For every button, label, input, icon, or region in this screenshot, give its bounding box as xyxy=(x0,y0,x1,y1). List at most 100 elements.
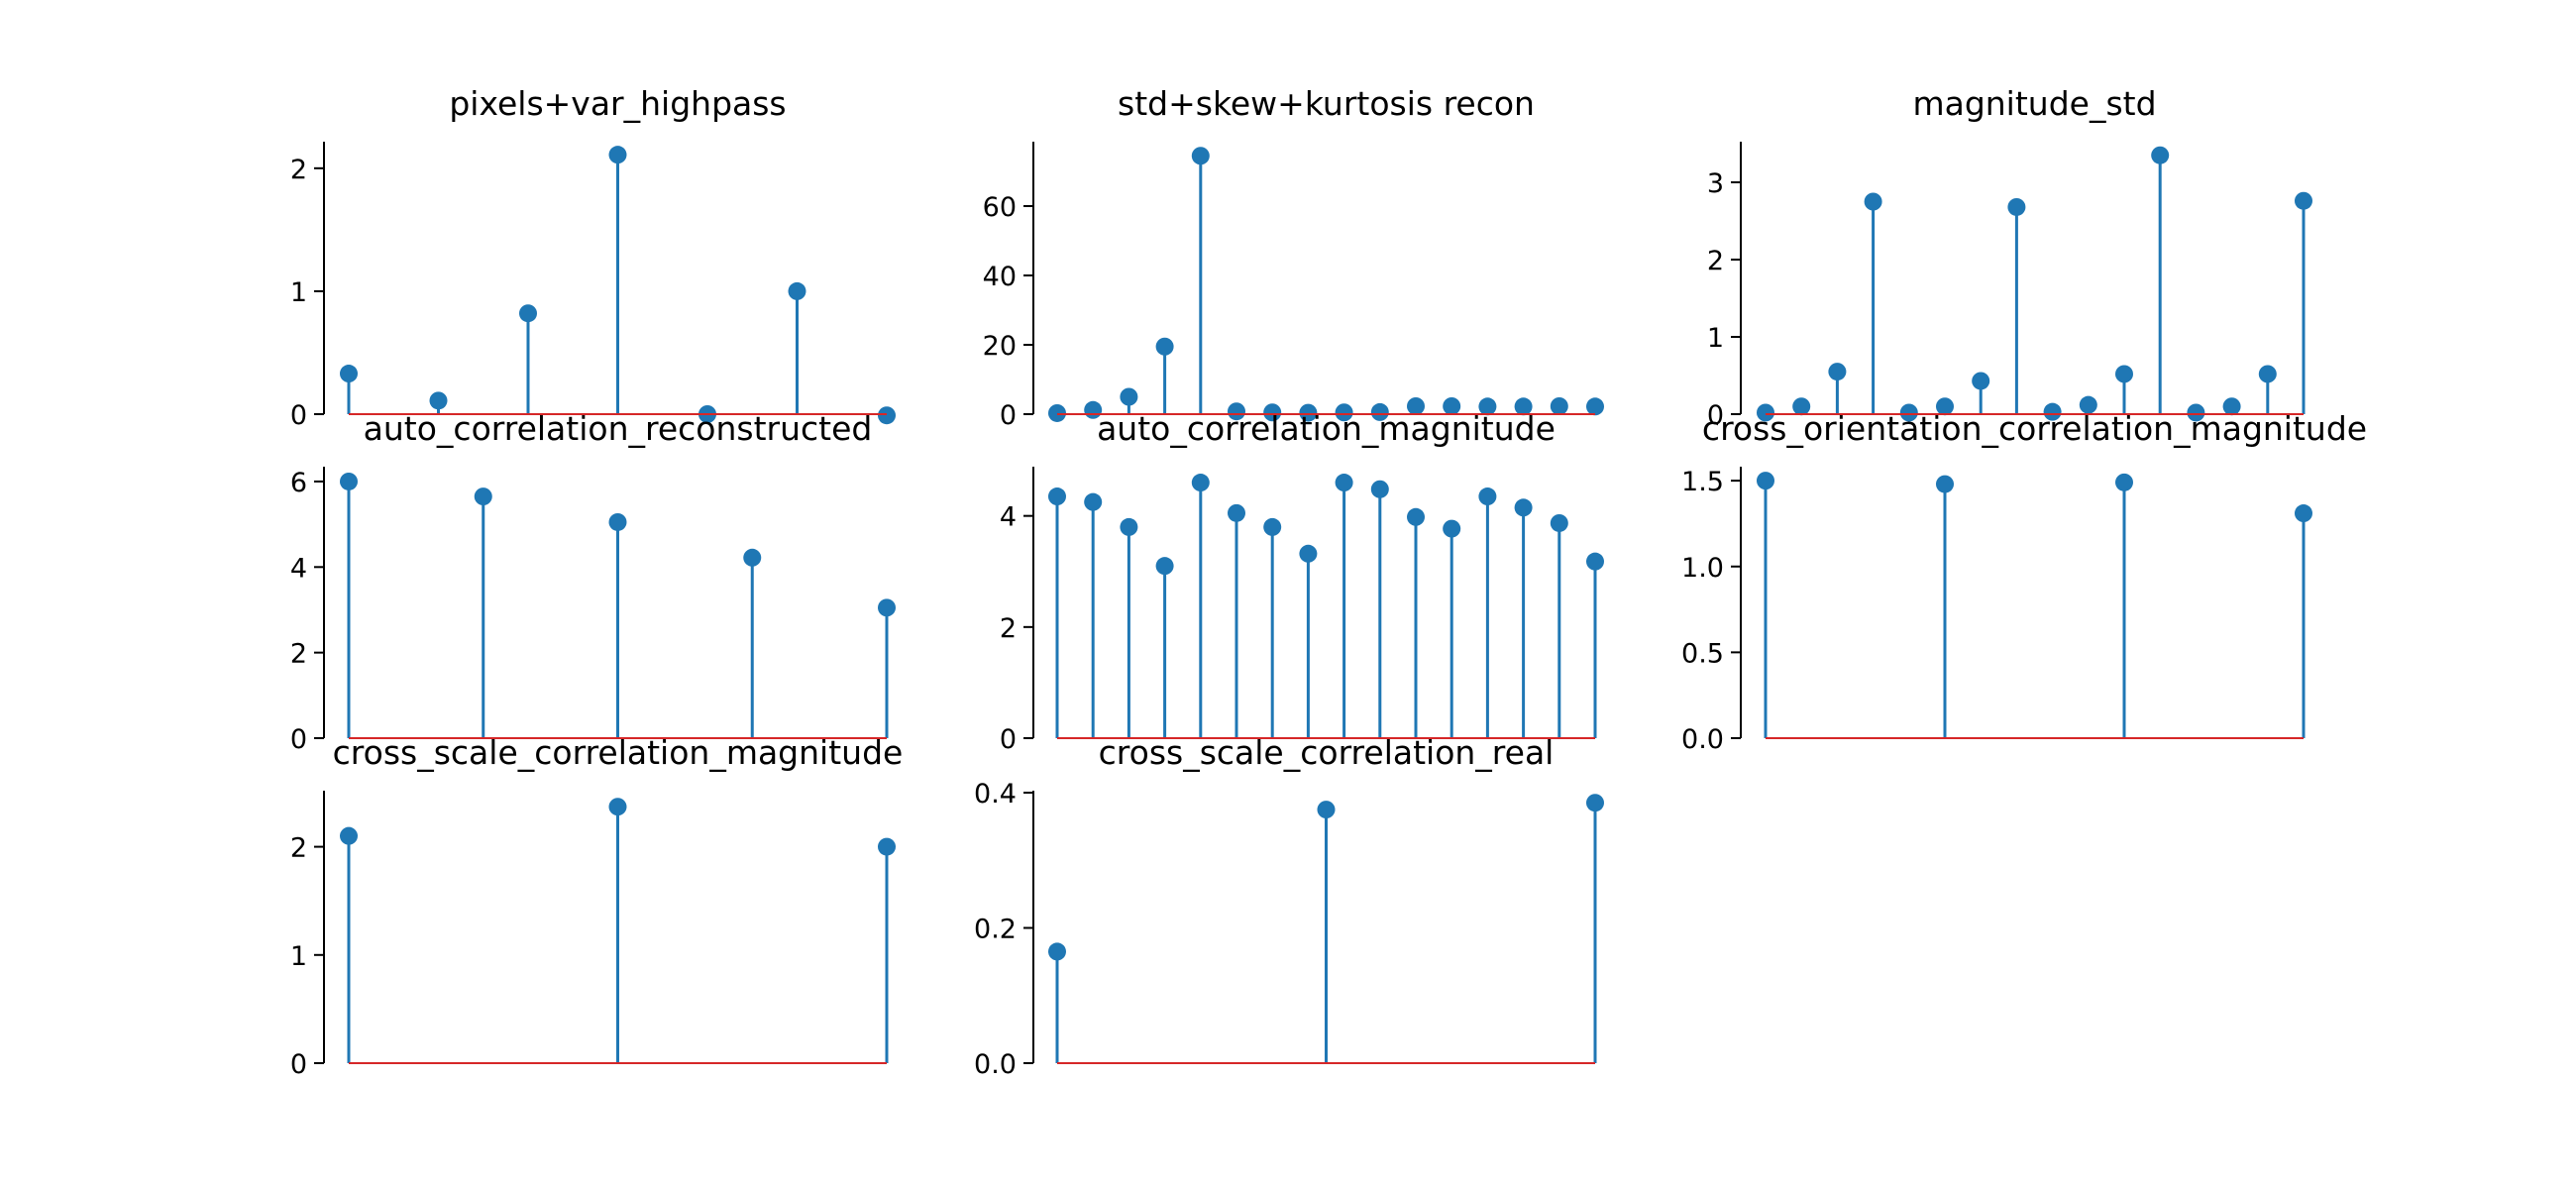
y-tick-label: 2 xyxy=(290,155,307,185)
stem-marker xyxy=(2187,403,2205,422)
stem-panel: cross_scale_correlation_real 0.0 0.2 0.4 xyxy=(974,733,1604,1080)
stem-marker xyxy=(1317,801,1336,819)
stem-marker xyxy=(608,512,627,531)
stem-marker xyxy=(1155,557,1174,576)
stem-marker xyxy=(340,826,358,845)
stem-marker xyxy=(1048,487,1066,506)
stem-panel: auto_correlation_magnitude 0 2 4 xyxy=(1000,409,1604,755)
stem-panel: magnitude_std 0 1 2 3 xyxy=(1707,84,2312,431)
stem-marker xyxy=(1757,472,1774,490)
stem-panel: cross_orientation_correlation_magnitude 0… xyxy=(1681,409,2367,755)
stem-marker xyxy=(878,598,896,617)
stem-marker xyxy=(1048,942,1066,961)
stem-marker xyxy=(743,548,762,567)
y-tick-label: 0 xyxy=(290,400,307,431)
stem-marker xyxy=(2295,191,2312,210)
stem-marker xyxy=(519,304,537,323)
stem-marker xyxy=(1864,192,1882,211)
stem-marker xyxy=(474,487,492,506)
panel-title: magnitude_std xyxy=(1912,84,2156,123)
stem-marker xyxy=(1335,474,1353,492)
stem-marker xyxy=(1586,552,1604,571)
stem-marker xyxy=(2079,395,2097,414)
stem-marker xyxy=(1407,396,1425,415)
y-tick-label: 40 xyxy=(983,262,1017,292)
stem-marker xyxy=(1228,402,1245,421)
stem-marker xyxy=(1191,474,1210,492)
stem-marker xyxy=(1228,503,1245,522)
y-tick-label: 0.4 xyxy=(974,779,1017,810)
y-tick-label: 0 xyxy=(290,1049,307,1080)
stem-panel: std+skew+kurtosis recon 0 20 40 60 xyxy=(983,84,1604,431)
stem-panel: cross_scale_correlation_magnitude 0 1 2 xyxy=(290,733,904,1080)
stem-marker xyxy=(340,472,358,490)
y-tick-label: 0 xyxy=(1000,400,1017,431)
stem-marker xyxy=(1370,402,1389,421)
y-tick-label: 60 xyxy=(983,192,1017,223)
stem-marker xyxy=(1443,396,1461,415)
y-tick-label: 1.0 xyxy=(1681,553,1724,584)
stem-marker xyxy=(1972,372,1990,390)
y-tick-label: 0 xyxy=(290,724,307,755)
y-tick-label: 3 xyxy=(1707,168,1724,199)
stem-marker xyxy=(1514,397,1533,416)
panel-title: pixels+var_highpass xyxy=(449,84,786,123)
stem-marker xyxy=(608,146,627,164)
stem-marker xyxy=(429,391,448,410)
stem-marker xyxy=(1586,397,1604,416)
stem-marker xyxy=(1792,397,1811,416)
y-tick-label: 4 xyxy=(290,553,307,584)
y-tick-label: 1 xyxy=(290,941,307,972)
y-tick-label: 0.5 xyxy=(1681,638,1724,669)
stem-marker xyxy=(1263,403,1282,422)
stem-marker xyxy=(1191,147,1210,165)
y-tick-label: 0 xyxy=(1000,724,1017,755)
stem-marker xyxy=(1828,363,1847,381)
stem-marker xyxy=(2115,473,2133,491)
stem-marker xyxy=(1586,794,1604,812)
stem-marker xyxy=(608,798,627,816)
y-tick-label: 2 xyxy=(1707,246,1724,276)
stem-marker xyxy=(1936,397,1954,416)
stem-marker xyxy=(1299,544,1318,563)
stem-marker xyxy=(2007,197,2026,216)
stem-marker xyxy=(1550,513,1568,532)
stem-marker xyxy=(2295,504,2312,523)
stem-marker xyxy=(2115,365,2133,383)
stem-marker xyxy=(878,837,896,856)
panel-title: auto_correlation_reconstructed xyxy=(364,409,873,448)
stem-marker xyxy=(1478,487,1497,506)
y-tick-label: 1 xyxy=(1707,323,1724,354)
stem-marker xyxy=(1757,403,1774,422)
stem-marker xyxy=(340,365,358,383)
y-tick-label: 0 xyxy=(1707,400,1724,431)
y-tick-label: 0.0 xyxy=(1681,724,1724,755)
y-tick-label: 4 xyxy=(1000,502,1017,533)
stem-marker xyxy=(1514,498,1533,517)
y-tick-label: 2 xyxy=(1000,613,1017,644)
stem-panel: auto_correlation_reconstructed 0 2 4 6 xyxy=(290,409,896,755)
stem-marker xyxy=(2222,397,2241,416)
stem-marker xyxy=(2043,402,2062,421)
y-tick-label: 1 xyxy=(290,277,307,308)
stem-marker xyxy=(1478,397,1497,416)
stem-marker xyxy=(1084,492,1103,511)
panel-title: cross_orientation_correlation_magnitude xyxy=(1702,409,2367,448)
stem-marker xyxy=(1335,403,1353,422)
stem-marker xyxy=(878,406,896,425)
panel-title: auto_correlation_magnitude xyxy=(1097,409,1556,448)
panel-title: cross_scale_correlation_real xyxy=(1099,733,1555,772)
y-tick-label: 2 xyxy=(290,833,307,864)
stem-marker xyxy=(1370,480,1389,498)
stem-marker xyxy=(1550,396,1568,415)
stem-marker xyxy=(1443,519,1461,538)
stem-marker xyxy=(1299,403,1318,422)
stem-marker xyxy=(1120,517,1138,536)
y-tick-label: 6 xyxy=(290,468,307,498)
stem-marker xyxy=(2151,146,2170,164)
stem-marker xyxy=(1407,507,1425,526)
stem-marker xyxy=(1048,403,1066,422)
stem-marker xyxy=(1936,475,1954,493)
y-tick-label: 2 xyxy=(290,639,307,670)
